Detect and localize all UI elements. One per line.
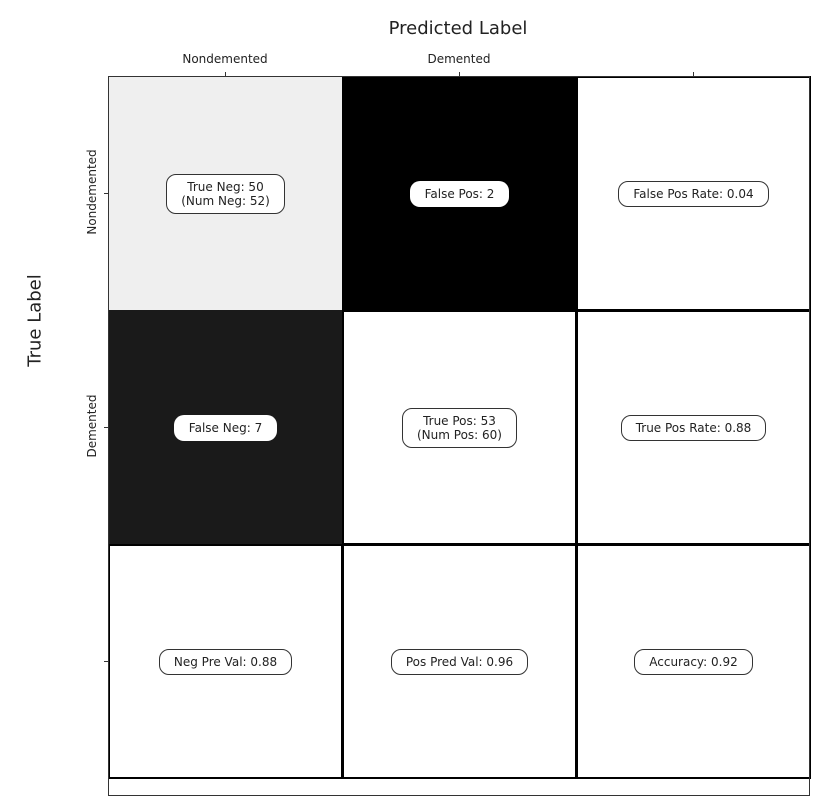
cell-label: True Neg: 50 (Num Neg: 52) [166,173,285,214]
cell-label: True Pos: 53 (Num Pos: 60) [402,407,517,448]
cell-label: True Pos Rate: 0.88 [620,414,767,441]
chart-title: Predicted Label [388,18,528,39]
matrix-cell: True Pos Rate: 0.88 [576,310,811,545]
x-tick-label: Demented [427,52,491,66]
x-tick-label: Nondemented [182,52,268,66]
matrix-cell: False Pos Rate: 0.04 [576,76,811,311]
x-tick-mark [459,72,460,76]
y-tick-mark [104,661,108,662]
y-tick-label: Nondemented [85,149,99,235]
cell-label: False Pos Rate: 0.04 [618,180,769,207]
y-tick-mark [104,193,108,194]
matrix-cell: True Neg: 50 (Num Neg: 52) [108,76,343,311]
matrix-cell: Pos Pred Val: 0.96 [342,544,577,779]
cell-label: Neg Pre Val: 0.88 [158,648,293,675]
cell-label: Accuracy: 0.92 [634,648,753,675]
matrix-cell: True Pos: 53 (Num Pos: 60) [342,310,577,545]
x-tick-mark [225,72,226,76]
cell-label: False Pos: 2 [409,180,510,207]
y-tick-mark [104,427,108,428]
y-axis-label: True Label [24,274,46,367]
matrix-cell: False Pos: 2 [342,76,577,311]
cell-label: Pos Pred Val: 0.96 [390,648,529,675]
y-tick-label: Demented [85,394,99,458]
matrix-cell: Accuracy: 0.92 [576,544,811,779]
x-tick-mark [693,72,694,76]
cell-label: False Neg: 7 [173,414,278,441]
matrix-cell: False Neg: 7 [108,310,343,545]
matrix-cell: Neg Pre Val: 0.88 [108,544,343,779]
